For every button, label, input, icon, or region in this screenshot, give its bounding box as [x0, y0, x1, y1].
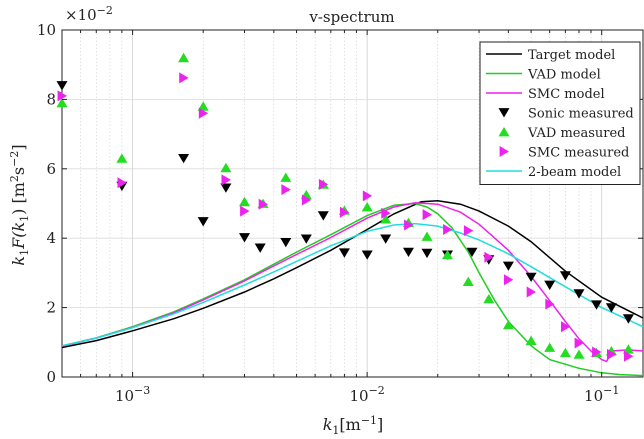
x-label-sub: 1 — [332, 424, 339, 437]
legend-label-smc-measured: SMC measured — [528, 146, 629, 161]
legend-label-target-model: Target model — [528, 48, 615, 63]
y-label-mid-sub: 1 — [18, 215, 31, 222]
legend-label-smc-model: SMC model — [528, 87, 605, 102]
y-label-mid: F(k — [9, 222, 28, 250]
y-label-unit-close: ] — [9, 144, 28, 150]
legend-label-vad-model: VAD model — [527, 68, 601, 83]
y-label-sub: 1 — [18, 249, 31, 256]
y-tick-label: 2 — [46, 299, 56, 317]
y-label-unit: ) [m — [9, 182, 28, 215]
y-tick-label: 8 — [46, 90, 56, 108]
chart-title: v-spectrum — [308, 8, 394, 26]
y-multiplier-exp: −2 — [97, 4, 113, 17]
y-tick-label: 0 — [46, 368, 56, 386]
x-label-unit-close: ] — [377, 415, 383, 434]
legend-label-2-beam-model: 2-beam model — [528, 165, 621, 180]
legend: Target model VAD model SMC model Sonic meas… — [480, 42, 640, 185]
x-label-unit-sup: −1 — [361, 414, 377, 427]
y-label-unit-sup1: 2 — [8, 175, 21, 182]
y-tick-label: 6 — [46, 160, 56, 178]
legend-label-vad-measured: VAD measured — [527, 126, 626, 141]
x-label-k: k — [323, 415, 333, 434]
legend-label-sonic-measured: Sonic measured — [528, 107, 634, 122]
y-tick-label: 4 — [46, 229, 56, 247]
y-label-unit-sup2: −2 — [8, 151, 21, 167]
y-label-unit-s: s — [9, 167, 28, 175]
y-multiplier-base: ×10 — [65, 6, 97, 24]
y-label-k: k — [9, 256, 28, 266]
y-tick-label: 10 — [37, 21, 56, 39]
x-label-unit: [m — [339, 415, 360, 434]
